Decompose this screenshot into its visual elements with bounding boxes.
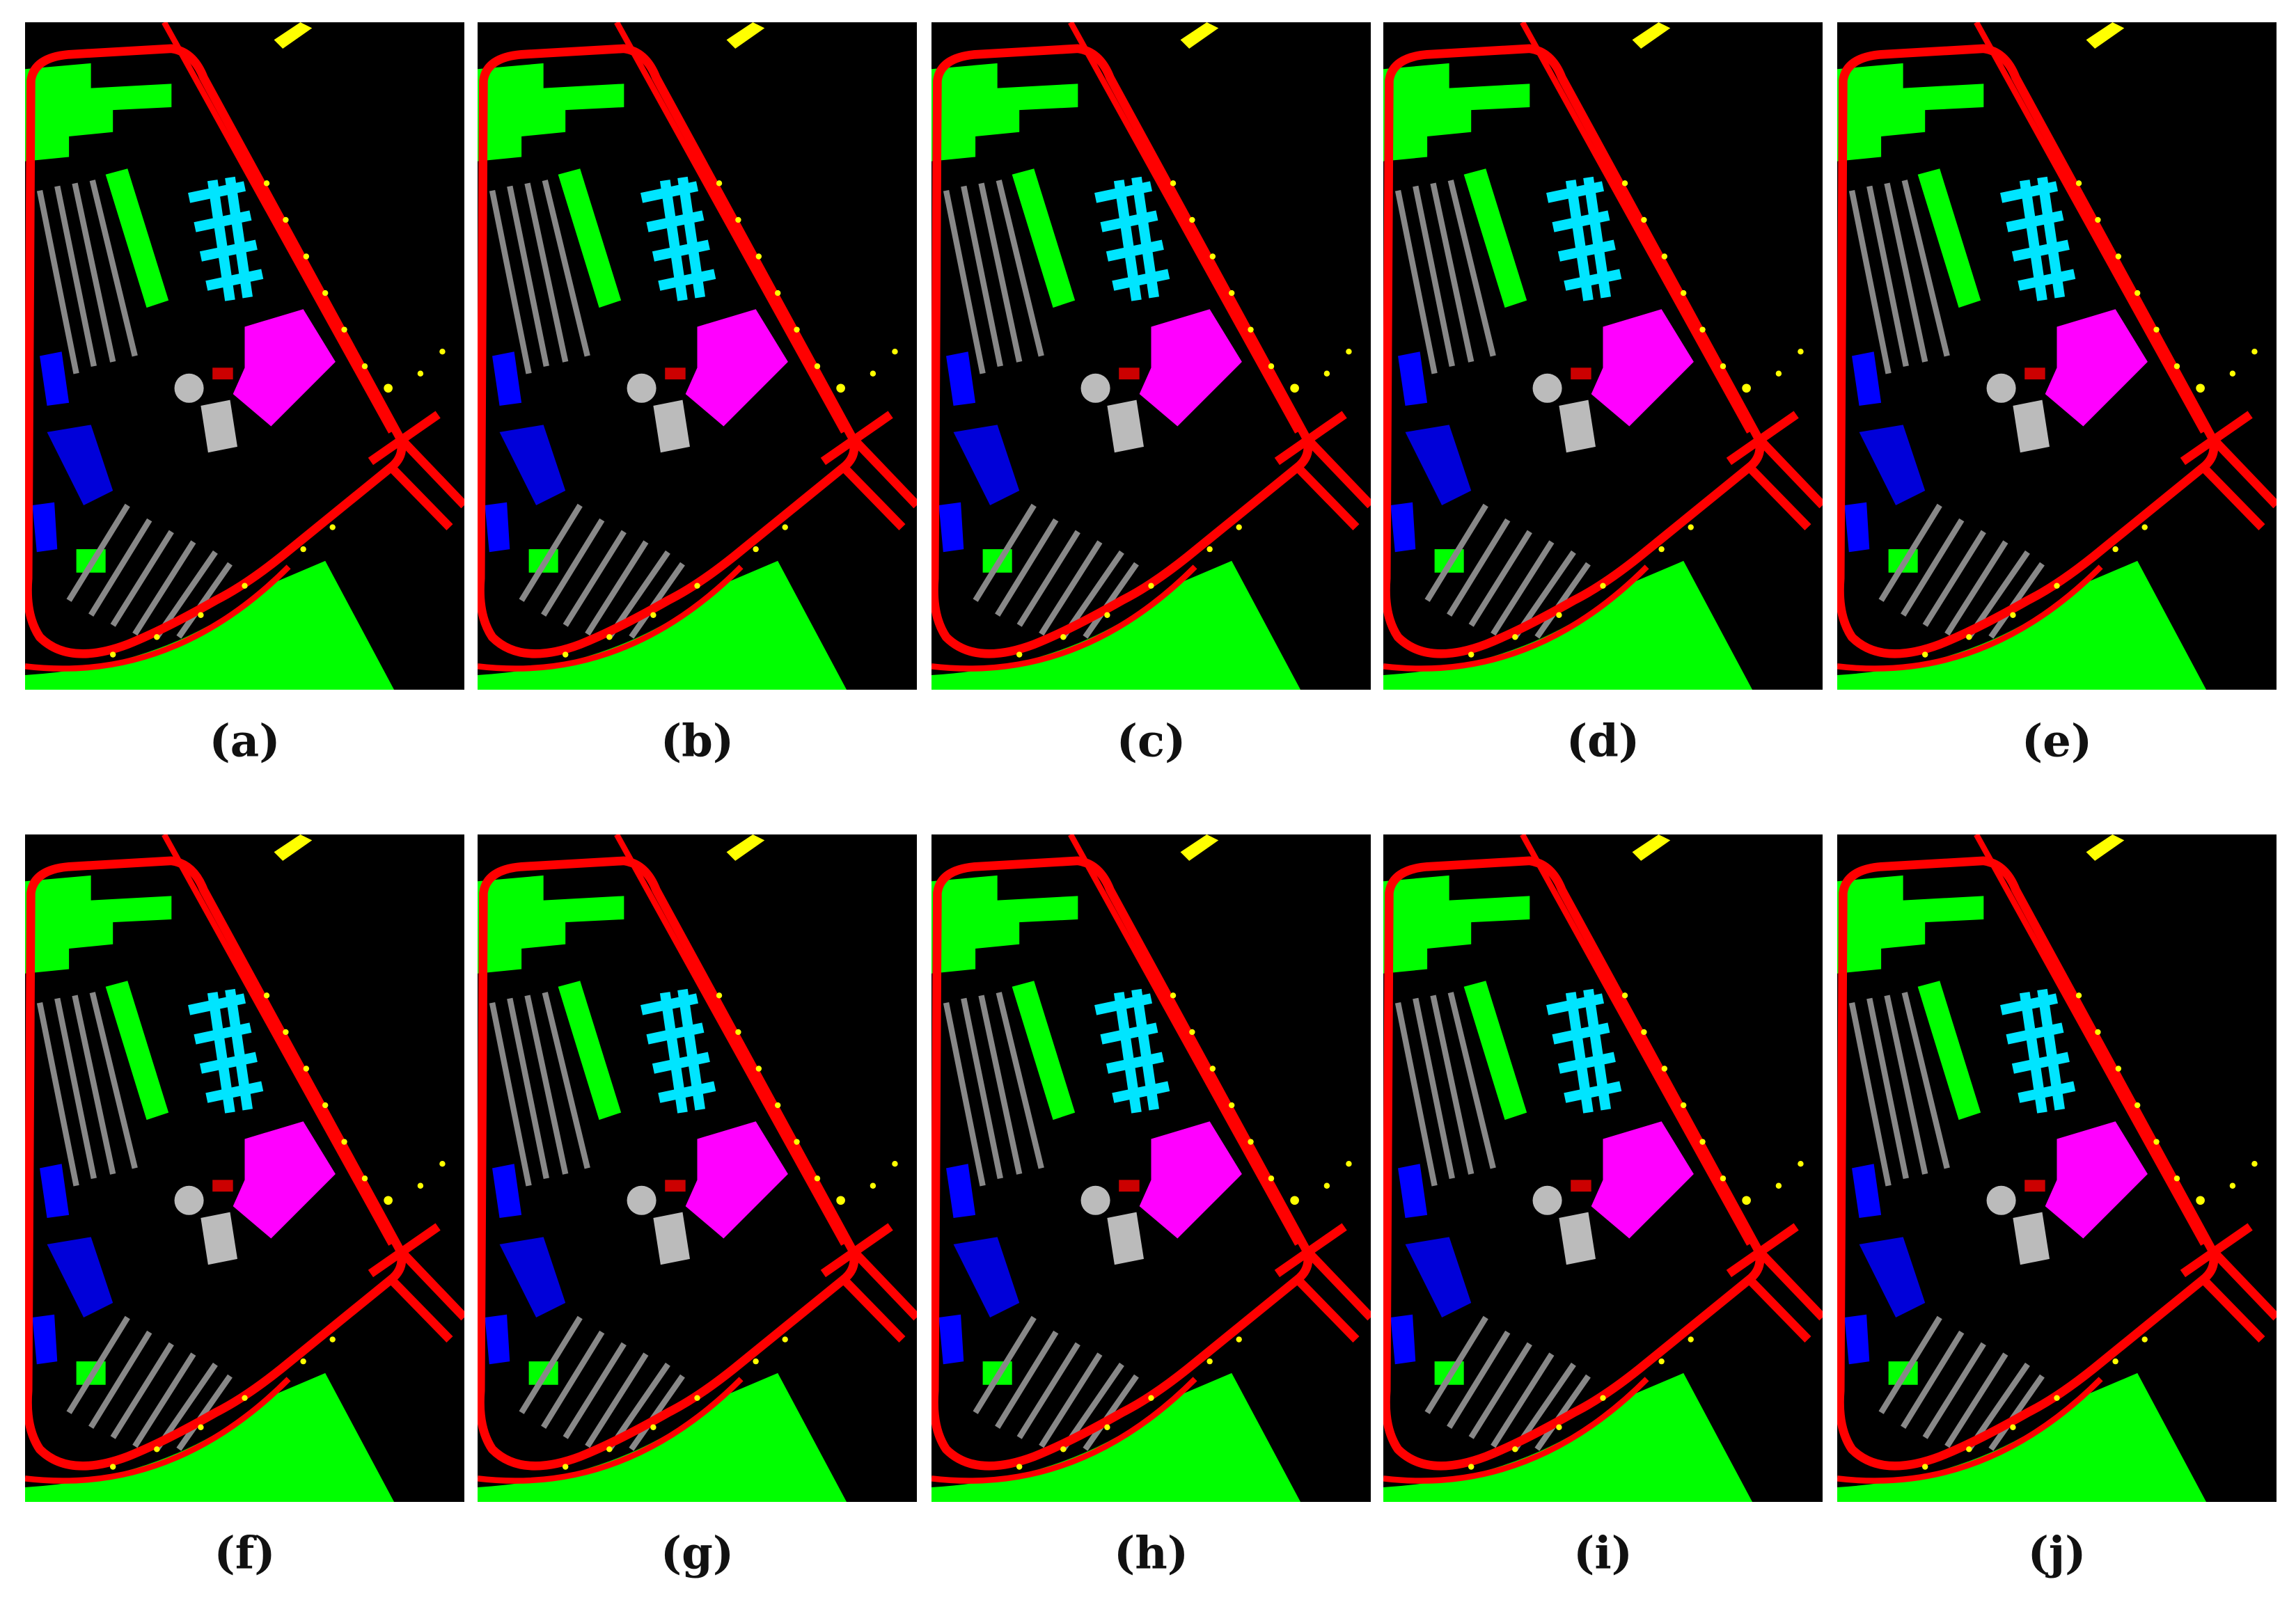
panel-caption: (b) xyxy=(661,715,734,768)
panel-caption: (i) xyxy=(1573,1528,1633,1580)
panel-caption: (d) xyxy=(1566,715,1640,768)
classification-map xyxy=(25,834,464,1502)
panel-caption: (h) xyxy=(1114,1528,1188,1580)
classification-map xyxy=(1837,22,2277,690)
classification-map xyxy=(1383,22,1823,690)
panel-caption: (a) xyxy=(209,715,280,768)
classification-map xyxy=(25,22,464,690)
panel-caption: (j) xyxy=(2028,1528,2086,1580)
panel-caption: (g) xyxy=(661,1528,734,1580)
panel-caption: (f) xyxy=(214,1528,275,1580)
classification-map xyxy=(931,834,1371,1502)
panel-caption: (c) xyxy=(1117,715,1186,768)
classification-map xyxy=(931,22,1371,690)
classification-map xyxy=(1837,834,2277,1502)
classification-map xyxy=(1383,834,1823,1502)
classification-map xyxy=(478,22,917,690)
classification-map xyxy=(478,834,917,1502)
panel-caption: (e) xyxy=(2022,715,2092,768)
